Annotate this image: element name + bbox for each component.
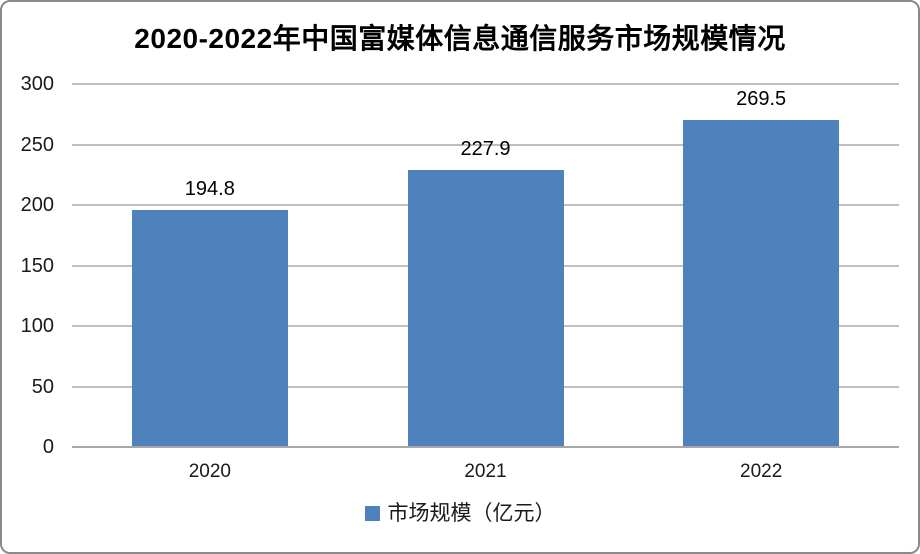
legend-label: 市场规模（亿元） — [387, 502, 556, 525]
y-tick-label: 250 — [20, 133, 54, 156]
y-tick-label: 100 — [20, 315, 54, 337]
bar-2021: 227.9 — [407, 139, 564, 446]
y-tick-label: 0 — [42, 436, 54, 458]
y-tick-label: 150 — [20, 254, 54, 277]
legend-square-icon — [364, 506, 380, 521]
plot-area: 0 50 100 150 200 250 300 194.8 227.9 269.5 — [21, 74, 899, 457]
bar-value-label: 269.5 — [736, 87, 787, 110]
x-axis-labels: 2020 2021 2022 — [72, 462, 899, 486]
chart-title: 2020-2022年中国富媒体信息通信服务市场规模情况 — [134, 23, 786, 54]
legend: 市场规模（亿元） — [2, 503, 918, 524]
gridline — [72, 143, 899, 146]
bar-2020: 194.8 — [131, 179, 288, 446]
x-tick-label: 2022 — [740, 461, 783, 482]
x-tick-label: 2021 — [464, 461, 507, 482]
gridline — [72, 83, 899, 85]
y-tick-label: 300 — [20, 73, 54, 95]
bar-value-label: 227.9 — [460, 138, 511, 161]
y-tick-label: 50 — [31, 375, 54, 398]
bar-2022: 269.5 — [683, 89, 840, 446]
x-tick-label: 2020 — [188, 461, 231, 482]
bar-value-label: 194.8 — [184, 178, 235, 201]
x-axis-line — [72, 446, 899, 448]
y-tick-label: 200 — [20, 194, 54, 216]
